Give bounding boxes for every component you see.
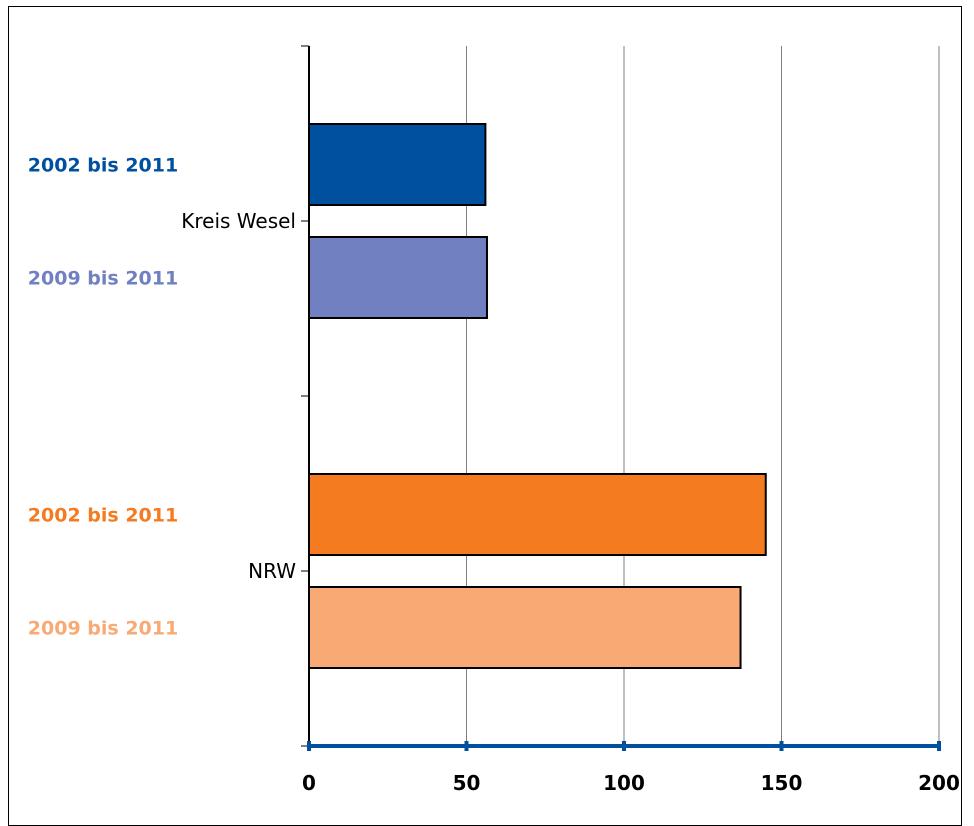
bar-1-1 bbox=[308, 586, 742, 669]
x-tick-label-50: 50 bbox=[453, 771, 481, 795]
bar-1-0 bbox=[308, 473, 767, 556]
bar-0-0 bbox=[308, 123, 487, 206]
x-tick-label-200: 200 bbox=[918, 771, 960, 795]
series-label-1-1: 2009 bis 2011 bbox=[28, 618, 178, 640]
bar-0-1 bbox=[308, 236, 488, 319]
category-label-0: Kreis Wesel bbox=[181, 209, 296, 233]
bars bbox=[308, 123, 767, 669]
series-label-0-0: 2002 bis 2011 bbox=[28, 155, 178, 177]
series-label-0-1: 2009 bis 2011 bbox=[28, 268, 178, 290]
axes bbox=[301, 45, 941, 751]
labels: 2002 bis 2011 2009 bis 2011 Kreis Wesel 200… bbox=[28, 155, 960, 796]
x-tick-label-0: 0 bbox=[302, 771, 316, 795]
category-label-1: NRW bbox=[248, 559, 296, 583]
x-tick-label-150: 150 bbox=[761, 771, 803, 795]
x-tick-label-100: 100 bbox=[603, 771, 645, 795]
series-label-1-0: 2002 bis 2011 bbox=[28, 505, 178, 527]
